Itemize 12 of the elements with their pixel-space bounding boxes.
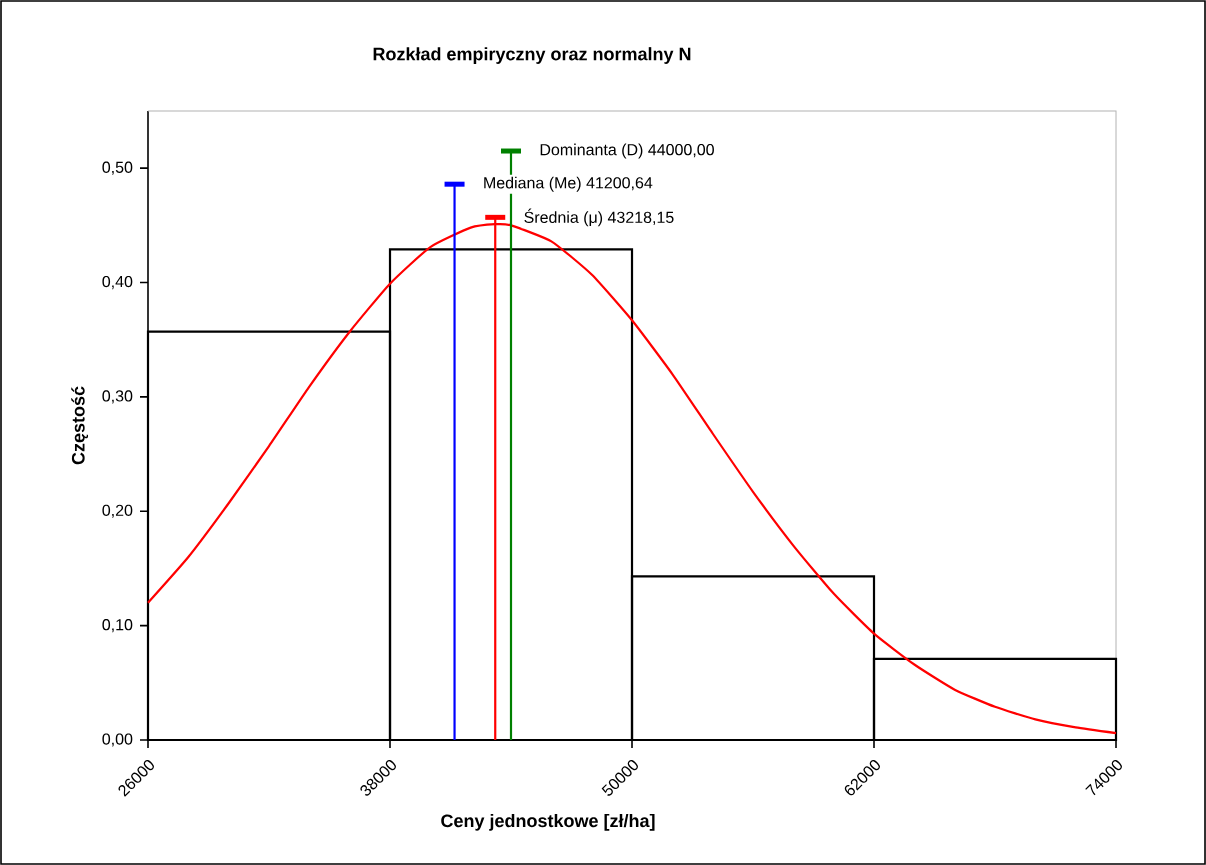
x-axis-title: Ceny jednostkowe [zł/ha] [441, 813, 655, 831]
y-tick-label: 0,30 [102, 390, 133, 404]
ref-line-label: Dominanta (D) 44000,00 [540, 143, 714, 159]
y-tick-label: 0,40 [102, 275, 133, 290]
y-axis-title: Częstość [71, 386, 89, 465]
ref-line-label: Mediana (Me) 41200,64 [484, 176, 653, 192]
y-tick-label: 0,00 [102, 733, 133, 747]
y-tick-label: 0,10 [102, 619, 133, 633]
ref-line-label: Średnia (μ) 43218,15 [524, 208, 674, 227]
chart-title: Rozkład empiryczny oraz normalny N [373, 47, 691, 64]
y-tick-label: 0,20 [102, 504, 133, 518]
y-tick-label: 0,50 [102, 161, 133, 175]
